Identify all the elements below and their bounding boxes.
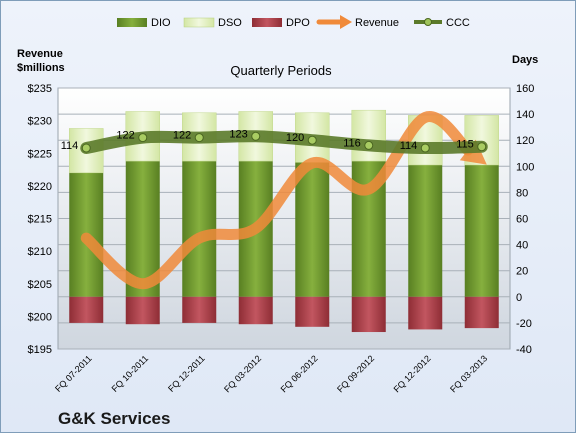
bar-dpo bbox=[351, 296, 386, 333]
right-axis-tick-label: 60 bbox=[516, 214, 528, 226]
bar-dpo bbox=[182, 296, 217, 323]
ccc-data-label: 114 bbox=[61, 140, 79, 152]
legend-marker-ccc bbox=[424, 18, 432, 26]
right-axis-tick-label: 100 bbox=[516, 161, 534, 173]
lines bbox=[80, 111, 488, 290]
right-axis-tick-label: 140 bbox=[516, 109, 534, 121]
legend-label-dio: DIO bbox=[151, 17, 171, 29]
right-axis-title: Days bbox=[512, 54, 538, 66]
legend-label-revenue: Revenue bbox=[355, 17, 399, 29]
category-label: FQ 09-2012 bbox=[335, 353, 376, 394]
category-label: FQ 07-2011 bbox=[53, 353, 94, 394]
data-labels: 114 122 122 123 120 116 114 115 bbox=[61, 128, 474, 152]
bar-dso bbox=[351, 109, 386, 162]
left-axis-tick-label: $235 bbox=[28, 83, 52, 95]
right-axis-tick-label: -20 bbox=[516, 318, 532, 330]
ccc-data-label: 114 bbox=[400, 140, 418, 152]
bar-dio bbox=[464, 164, 499, 297]
category-label: FQ 06-2012 bbox=[279, 353, 320, 394]
bar-dio bbox=[182, 161, 217, 297]
legend-swatch-dpo bbox=[252, 18, 282, 27]
legend-label-dso: DSO bbox=[218, 17, 242, 29]
left-axis-tick-label: $205 bbox=[28, 279, 52, 291]
left-axis-tick-label: $210 bbox=[28, 246, 52, 258]
ccc-marker bbox=[138, 133, 148, 143]
right-axis-tick-label: 80 bbox=[516, 187, 528, 199]
right-axis-tick-label: 0 bbox=[516, 292, 522, 304]
legend: DIO DSO DPO Revenue CCC bbox=[117, 15, 470, 29]
category-label: FQ 03-2013 bbox=[448, 353, 489, 394]
category-label: FQ 10-2011 bbox=[110, 353, 151, 394]
legend-swatch-dso bbox=[183, 17, 215, 28]
left-axis-tick-label: $215 bbox=[28, 214, 52, 226]
ccc-line bbox=[80, 130, 488, 155]
left-axis-tick-label: $195 bbox=[28, 344, 52, 356]
ccc-marker bbox=[194, 133, 204, 143]
bar-dio bbox=[408, 164, 443, 297]
left-axis-tick-label: $220 bbox=[28, 181, 52, 193]
revenue-line bbox=[80, 111, 474, 290]
bar-dpo bbox=[238, 296, 273, 325]
ccc-data-label: 123 bbox=[229, 128, 247, 140]
bar-dpo bbox=[69, 296, 104, 323]
left-axis-tick-label: $225 bbox=[28, 148, 52, 160]
legend-arrow-revenue bbox=[340, 15, 352, 29]
bar-dpo bbox=[295, 296, 330, 327]
category-label: FQ 12-2011 bbox=[166, 353, 207, 394]
left-axis-title-line2: $millions bbox=[17, 62, 65, 74]
left-axis-tick-label: $200 bbox=[28, 311, 52, 323]
legend-label-dpo: DPO bbox=[286, 17, 310, 29]
ccc-marker bbox=[420, 143, 430, 153]
left-axis-tick-label: $230 bbox=[28, 116, 52, 128]
ccc-data-label: 120 bbox=[286, 132, 304, 144]
bar-dpo bbox=[464, 296, 499, 329]
ccc-data-label: 122 bbox=[116, 130, 134, 142]
right-axis-tick-label: 20 bbox=[516, 266, 528, 278]
ccc-data-label: 122 bbox=[173, 130, 191, 142]
legend-swatch-dio bbox=[117, 18, 147, 27]
ccc-marker bbox=[307, 135, 317, 145]
ccc-marker bbox=[251, 131, 261, 141]
right-axis-tick-label: 160 bbox=[516, 83, 534, 95]
ccc-data-label: 116 bbox=[343, 137, 361, 149]
chart-title: Quarterly Periods bbox=[230, 63, 332, 78]
right-axis-tick-label: -40 bbox=[516, 344, 532, 356]
ccc-marker bbox=[477, 142, 487, 152]
legend-label-ccc: CCC bbox=[446, 17, 470, 29]
category-label: FQ 03-2012 bbox=[222, 353, 263, 394]
bar-dio bbox=[295, 162, 330, 297]
left-axis-title-line1: Revenue bbox=[17, 48, 63, 60]
ccc-marker bbox=[364, 140, 374, 150]
company-name: G&K Services bbox=[58, 409, 170, 428]
right-axis-tick-label: 120 bbox=[516, 135, 534, 147]
ccc-data-label: 115 bbox=[456, 139, 474, 151]
ccc-marker bbox=[81, 143, 91, 153]
right-axis-tick-label: 40 bbox=[516, 240, 528, 252]
category-label: FQ 12-2012 bbox=[392, 353, 433, 394]
bar-dpo bbox=[125, 296, 160, 325]
bar-dpo bbox=[408, 296, 443, 330]
